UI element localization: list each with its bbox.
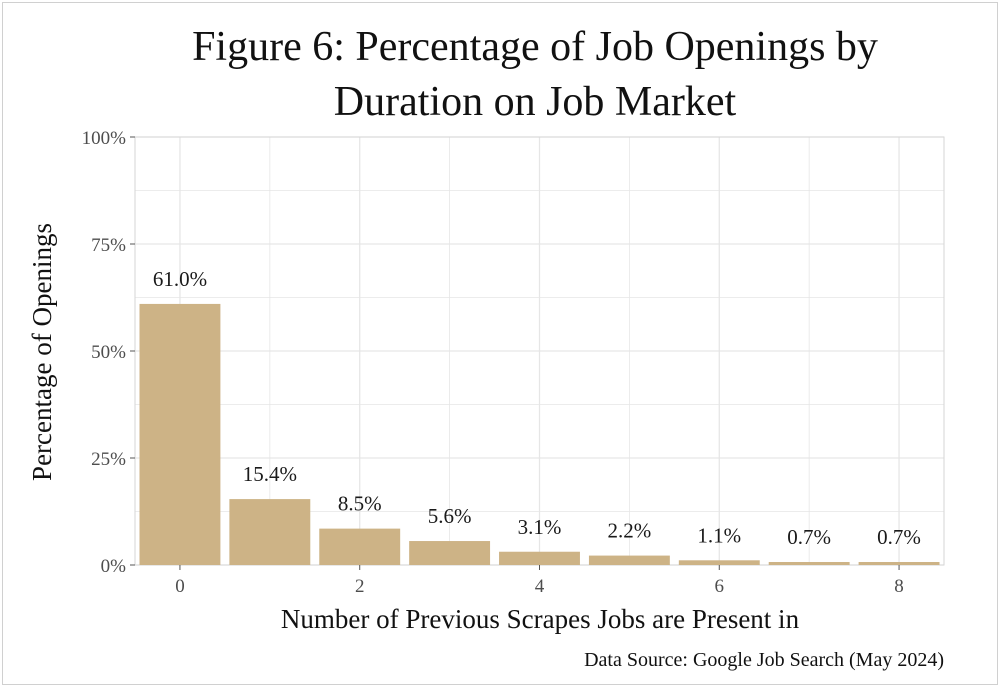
x-axis-ticks: 0 2 4 6 8 — [175, 565, 904, 597]
y-tick-label: 100% — [82, 128, 127, 149]
bar — [678, 560, 760, 565]
bar — [229, 499, 311, 565]
bar-value-label: 8.5% — [338, 492, 382, 516]
chart-title: Figure 6: Percentage of Job Openings by — [192, 24, 878, 70]
chart-title-line-2: Duration on Job Market — [334, 79, 737, 125]
x-axis-title: Number of Previous Scrapes Jobs are Pres… — [281, 604, 800, 634]
bars — [139, 303, 940, 565]
bar — [858, 562, 940, 565]
bar — [319, 528, 401, 565]
bar-value-label: 15.4% — [243, 462, 297, 486]
bar — [588, 555, 670, 565]
x-tick-label: 0 — [175, 576, 185, 597]
y-axis-title: Percentage of Openings — [27, 223, 57, 481]
bar-value-label: 0.7% — [787, 525, 831, 549]
x-tick-label: 6 — [715, 576, 725, 597]
x-tick-label: 8 — [894, 576, 904, 597]
y-tick-label: 25% — [91, 449, 126, 470]
bar — [768, 562, 850, 565]
bar-value-label: 2.2% — [608, 519, 652, 543]
y-axis-ticks: 0% 25% 50% 75% 100% — [82, 128, 135, 577]
bar-value-label: 5.6% — [428, 504, 472, 528]
y-tick-label: 0% — [101, 556, 127, 577]
bar — [409, 541, 491, 565]
bar — [499, 551, 580, 565]
y-tick-label: 75% — [91, 235, 126, 256]
bar — [139, 303, 221, 565]
bar-value-label: 61.0% — [153, 267, 207, 291]
x-tick-label: 4 — [535, 576, 545, 597]
bar-value-label: 3.1% — [518, 515, 562, 539]
data-source-caption: Data Source: Google Job Search (May 2024… — [584, 649, 944, 671]
data-labels: 61.0% 15.4% 8.5% 5.6% 3.1% 2.2% 1.1% 0.7% 0.7% — [153, 267, 921, 549]
bar-value-label: 1.1% — [697, 523, 741, 547]
y-tick-label: 50% — [91, 342, 126, 363]
bar-value-label: 0.7% — [877, 525, 921, 549]
x-tick-label: 2 — [355, 576, 365, 597]
